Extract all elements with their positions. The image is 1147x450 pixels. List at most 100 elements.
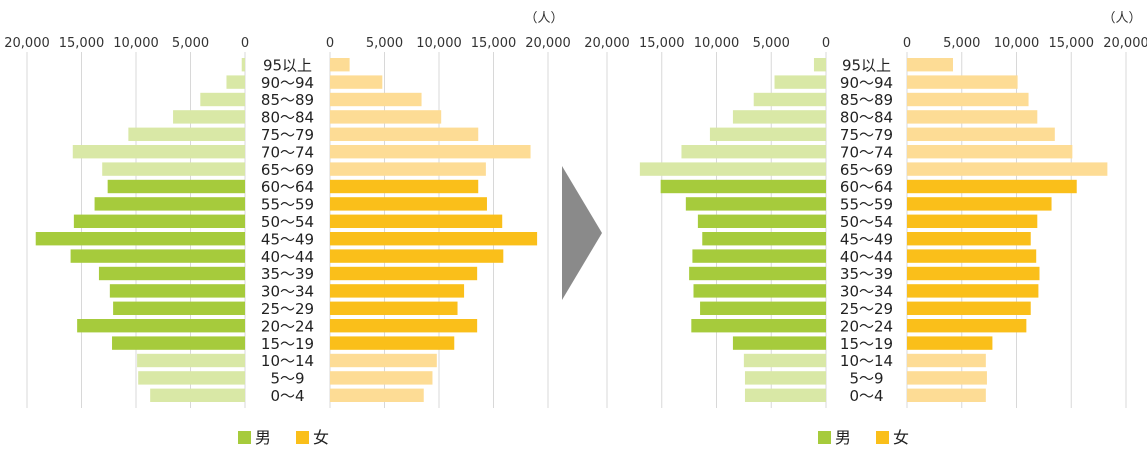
male-bar (700, 301, 826, 315)
female-bar (907, 58, 953, 72)
age-group-label: 75～79 (840, 126, 893, 144)
age-group-label: 25～29 (840, 300, 893, 318)
male-bar (72, 145, 245, 159)
female-bar (330, 145, 531, 159)
tick-label-right: 10,000 (994, 36, 1040, 51)
age-group-label: 20～24 (840, 317, 893, 335)
female-bar (330, 301, 458, 315)
female-bar (330, 371, 433, 385)
tick-label-left: 15,000 (639, 36, 685, 51)
tick-label-left: 20,000 (584, 36, 630, 51)
age-group-label: 60～64 (840, 178, 893, 196)
male-bar (774, 75, 826, 89)
age-group-label: 80～84 (840, 109, 893, 127)
tick-label-left: 20,000 (4, 36, 50, 51)
age-group-label: 5～9 (849, 370, 883, 388)
male-bar (137, 353, 245, 368)
tick-label-right: 5,000 (366, 36, 403, 51)
age-group-label: 85～89 (840, 91, 893, 109)
age-group-label: 50～54 (261, 213, 314, 231)
age-group-label: 50～54 (840, 213, 893, 231)
age-group-label: 60～64 (261, 178, 314, 196)
male-bar (109, 284, 245, 298)
tick-label-left: 10,000 (113, 36, 159, 51)
male-bar (173, 110, 245, 124)
tick-label-right: 5,000 (943, 36, 980, 51)
female-bar (330, 162, 486, 176)
legend-male-swatch (818, 431, 831, 444)
age-group-label: 80～84 (261, 109, 314, 127)
female-bar (907, 92, 1029, 107)
legend-female-swatch (296, 431, 309, 444)
age-group-label: 40～44 (840, 248, 893, 266)
age-group-label: 0～4 (270, 387, 304, 405)
female-bar (907, 371, 987, 385)
male-bar (70, 249, 245, 263)
female-bar (907, 388, 986, 402)
male-bar (128, 127, 245, 141)
male-bar (639, 162, 826, 176)
female-bar (907, 266, 1040, 281)
tick-label-left: 5,000 (753, 36, 790, 51)
pyramid-before: 20,000 15,000 10,000 5,000 0 0 5,000 10,000 15,0… (4, 11, 571, 447)
age-group-label: 95以上 (263, 56, 312, 74)
female-bar (907, 232, 1031, 246)
age-group-label: 15～19 (261, 335, 314, 353)
legend-male-label: 男 (255, 428, 271, 447)
age-group-label: 90～94 (840, 74, 893, 92)
age-group-label: 0～4 (849, 387, 883, 405)
tick-label-left: 15,000 (59, 36, 105, 51)
legend: 男女 (818, 428, 909, 447)
tick-label-right: 15,000 (1049, 36, 1095, 51)
female-bar (907, 336, 993, 350)
male-bar (744, 371, 826, 385)
legend-male-label: 男 (835, 428, 851, 447)
female-bar (907, 214, 1038, 228)
tick-label-left: 0 (241, 36, 249, 51)
female-bar (330, 75, 383, 89)
male-bar (697, 214, 826, 228)
age-group-label: 10～14 (840, 352, 893, 370)
male-bar (693, 284, 826, 298)
male-bar (241, 58, 245, 72)
male-bar (709, 127, 826, 141)
tick-label-left: 0 (822, 36, 830, 51)
age-group-label: 70～74 (840, 143, 893, 161)
female-bar (330, 284, 465, 298)
female-bar (907, 301, 1031, 315)
male-bar (753, 92, 826, 107)
female-bar (330, 336, 455, 350)
female-bar (330, 179, 479, 194)
male-bar (692, 249, 826, 263)
male-bar (743, 353, 826, 368)
unit-label: （人） (1102, 11, 1141, 26)
male-bar (732, 336, 826, 350)
age-group-label: 20～24 (261, 317, 314, 335)
male-bar (98, 266, 245, 281)
legend-female-label: 女 (893, 428, 909, 447)
female-bar (330, 319, 478, 333)
transition-arrow-icon (562, 166, 602, 300)
tick-label-left: 10,000 (694, 36, 740, 51)
female-bar (907, 127, 1055, 141)
female-bar (330, 127, 479, 141)
age-group-label: 30～34 (840, 283, 893, 301)
age-group-label: 70～74 (261, 143, 314, 161)
unit-label: （人） (524, 11, 563, 26)
male-bar (226, 75, 245, 89)
female-bar (907, 284, 1039, 298)
age-group-label: 45～49 (840, 230, 893, 248)
male-bar (113, 301, 245, 315)
age-group-label: 65～69 (840, 161, 893, 179)
age-group-label: 55～59 (840, 196, 893, 214)
tick-label-right: 0 (903, 36, 911, 51)
male-bar (94, 197, 245, 211)
female-bar (907, 145, 1073, 159)
male-bar (102, 162, 246, 176)
female-bar (907, 162, 1108, 176)
age-group-label: 35～39 (840, 265, 893, 283)
male-bar (691, 319, 826, 333)
male-bar (681, 145, 826, 159)
female-bar (330, 58, 350, 72)
